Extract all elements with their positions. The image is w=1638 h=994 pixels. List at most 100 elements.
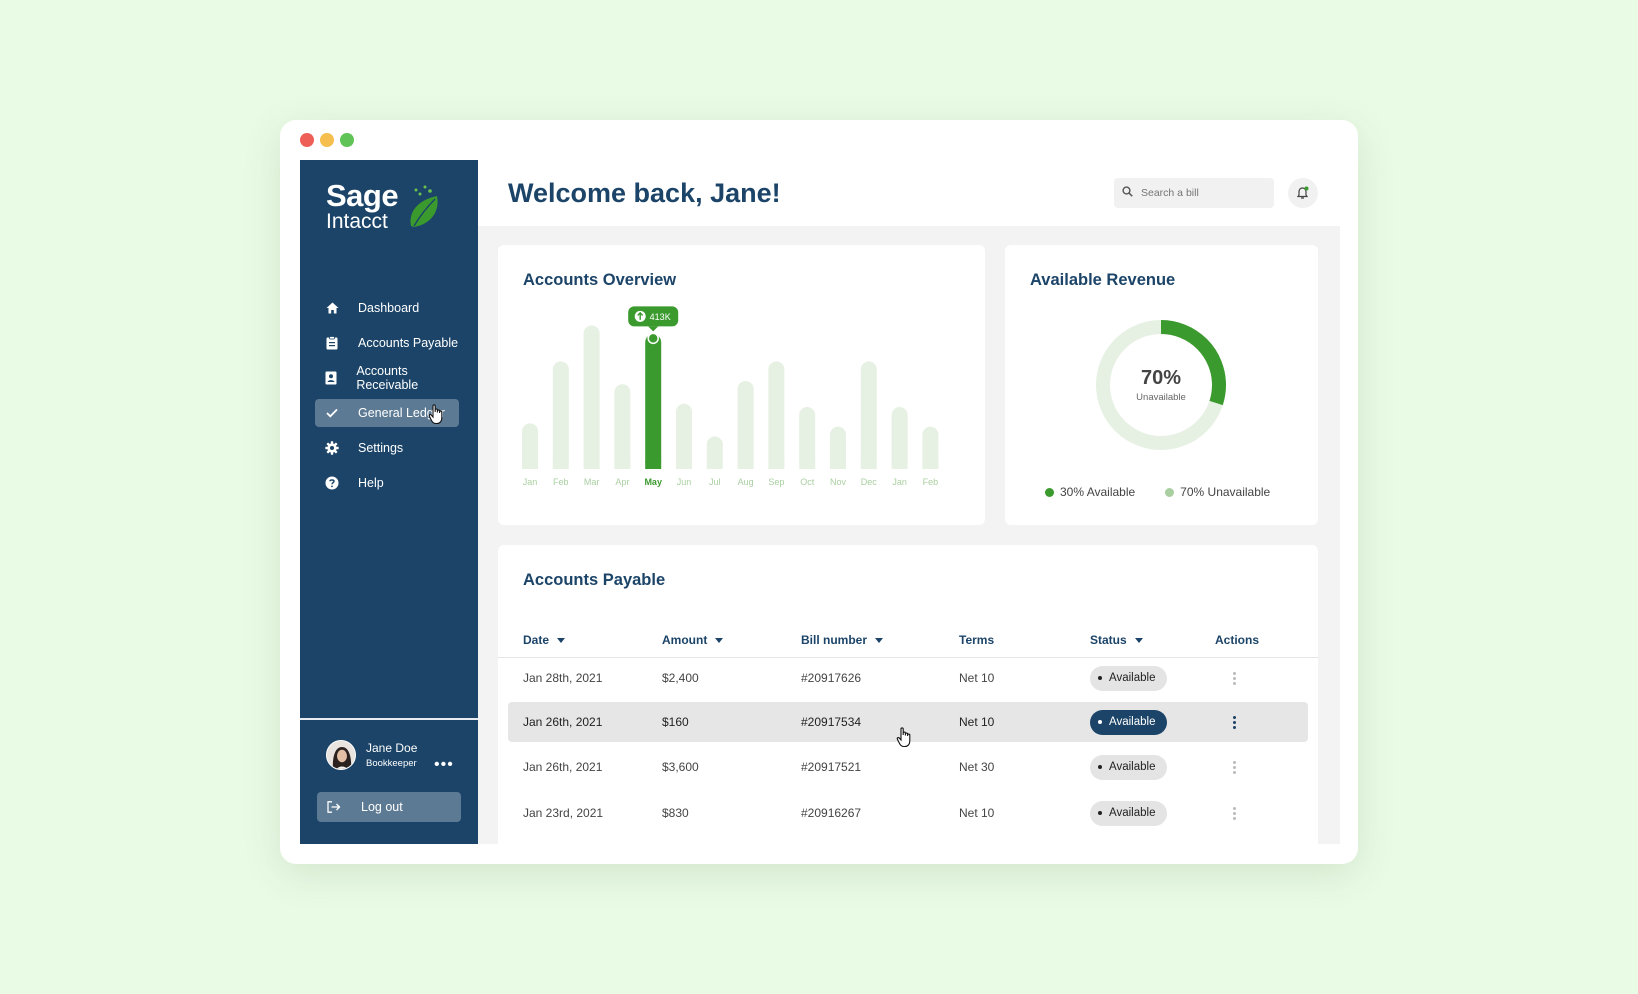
chart-highlight-point [647,332,659,345]
logo-text-intacct: Intacct [326,210,388,233]
minimize-window-button[interactable] [320,133,334,147]
chart-bar-jan-0[interactable] [522,423,538,469]
chart-bar-may-4[interactable] [645,334,662,469]
chart-bar-base [799,461,816,469]
cell-terms: Net 30 [959,760,995,774]
table-row[interactable]: Jan 26th, 2021 $160 #20917534 Net 10 Ava… [508,702,1308,748]
status-badge[interactable]: Available [1090,754,1168,780]
chart-bar-base [583,461,600,469]
sidebar-item-settings[interactable]: Settings [315,434,459,462]
user-name: Jane Doe [366,741,418,755]
cell-date: Jan 28th, 2021 [523,671,603,685]
table-header: Date Amount Bill number Terms Status Act… [498,625,1318,655]
row-actions-icon[interactable] [1233,671,1236,685]
leaf-logo-icon [410,185,438,227]
chart-bar-aug-7[interactable] [737,380,754,469]
logout-label: Log out [361,800,403,814]
column-header-amount[interactable]: Amount [662,625,724,655]
chart-bar-base [676,461,692,469]
cell-amount: $2,400 [662,671,699,685]
status-badge[interactable]: Available [1090,665,1168,691]
chart-bar-feb-13[interactable] [922,426,939,469]
chart-x-tick-label: Jan [892,477,907,487]
chart-x-tick-label: Feb [923,477,939,487]
cell-terms: Net 10 [959,671,995,685]
legend-label: 30% Available [1060,485,1136,499]
sidebar-item-accounts-receivable[interactable]: Accounts Receivable [315,364,459,392]
donut-center-label: Unavailable [1136,392,1186,403]
accounts-overview-title: Accounts Overview [523,271,677,289]
status-badge[interactable]: Available [1090,800,1168,826]
chart-bar-base [860,461,877,469]
cell-bill-number: #20917534 [801,715,862,729]
chart-bar-feb-1[interactable] [552,361,569,469]
chart-bar-dec-11[interactable] [860,361,877,469]
chart-tooltip-label: 413K [650,312,671,322]
chart-x-tick-label: May [644,477,662,487]
column-header-bill-number[interactable]: Bill number [801,625,884,655]
sage-intacct-logo[interactable]: Sage Intacct [326,178,438,234]
sort-caret-icon [715,637,724,643]
gear-icon [325,441,339,455]
search-bar[interactable] [1114,178,1274,208]
donut-available-arc [1096,320,1226,450]
chart-bar-base [552,461,569,469]
column-header-date[interactable]: Date [523,625,566,655]
contact-card-icon [325,371,337,385]
donut-center-value: 70% [1140,367,1182,389]
accounts-overview-chart: Jan Feb Mar Apr May 413K Jun Jul Aug Sep Oct Nov Dec… [522,306,939,487]
sidebar-item-accounts-payable[interactable]: Accounts Payable [315,329,459,357]
user-profile[interactable]: Jane Doe Bookkeeper [326,740,417,770]
table-row[interactable]: Jan 26th, 2021 $3,600 #20917521 Net 30 A… [508,747,1308,787]
row-actions-icon[interactable] [1233,760,1236,774]
user-role: Bookkeeper [366,758,417,769]
table-row[interactable]: Jan 23rd, 2021 $830 #20916267 Net 10 Ava… [508,793,1308,833]
column-header-status[interactable]: Status [1090,625,1143,655]
chart-bar-base [706,461,723,469]
sidebar-item-help[interactable]: Help [315,469,459,497]
revenue-legend: 30% Available 70% Unavailable [1045,485,1270,499]
page-title: Welcome back, Jane! [508,178,781,208]
logout-button[interactable]: Log out [317,792,461,822]
chart-bar-sep-8[interactable] [768,361,785,469]
chart-bar-oct-9[interactable] [799,407,816,469]
sidebar-item-dashboard[interactable]: Dashboard [315,294,459,322]
chart-bar-apr-3[interactable] [614,384,631,469]
chart-bar-base [645,461,662,469]
chart-bar-jul-6[interactable] [706,436,723,469]
close-window-button[interactable] [300,133,314,147]
main-content: Welcome back, Jane! Accounts Overview Ja… [478,160,1340,844]
status-label: Available [1109,761,1156,773]
check-icon [325,406,339,420]
notifications-button[interactable] [1288,178,1318,208]
chart-bar-base [768,461,785,469]
window-controls [300,133,354,147]
status-badge[interactable]: Available [1090,709,1168,735]
clipboard-icon [325,336,339,350]
cell-amount: $160 [662,715,689,729]
status-label: Available [1109,807,1156,819]
column-label: Status [1090,633,1127,647]
chart-bar-nov-10[interactable] [830,426,846,469]
chart-bar-jun-5[interactable] [676,403,692,469]
row-actions-icon[interactable] [1233,806,1236,820]
legend-dot-unavailable [1165,487,1175,497]
hand-cursor-icon [896,727,911,748]
column-label: Terms [959,633,995,647]
accounts-payable-card: Accounts Payable Date Amount Bill number… [498,545,1318,844]
chart-bar-base [614,461,631,469]
maximize-window-button[interactable] [340,133,354,147]
chart-bar-base [522,461,538,469]
search-input[interactable] [1141,187,1261,199]
revenue-donut: 70% Unavailable [1093,317,1229,453]
column-header-actions: Actions [1215,625,1259,655]
chart-bar-jan-12[interactable] [891,407,908,469]
table-row[interactable]: Jan 28th, 2021 $2,400 #20917626 Net 10 A… [508,658,1308,698]
cell-date: Jan 26th, 2021 [523,760,603,774]
more-options-icon[interactable]: ••• [434,756,454,773]
chart-bar-mar-2[interactable] [583,325,600,469]
logo-text-sage: Sage [326,178,399,213]
column-header-terms: Terms [959,625,994,655]
row-actions-icon[interactable] [1233,715,1236,729]
active-nav-marker [294,297,300,319]
